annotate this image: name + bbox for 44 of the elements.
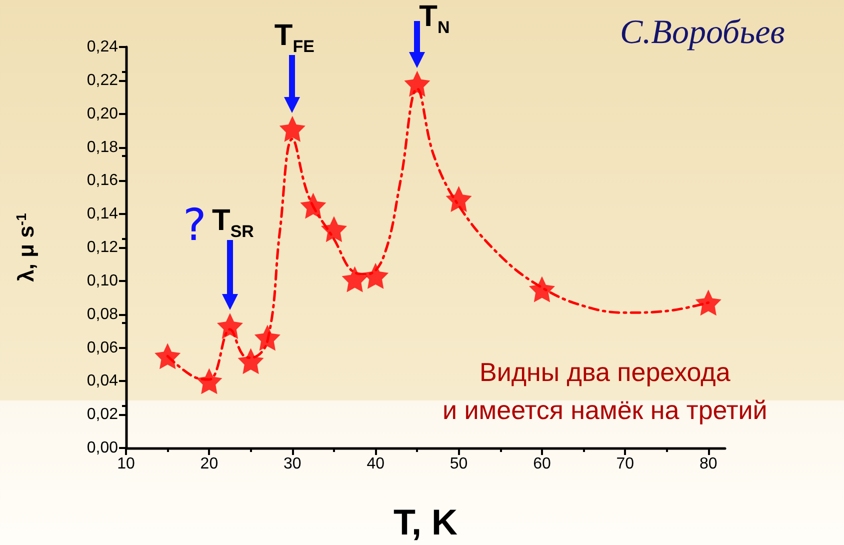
y-tick-label: 0,04 [86, 372, 118, 390]
y-tick-label: 0,08 [86, 306, 118, 323]
y-tick-label: 0,14 [86, 206, 118, 223]
x-tick-label: 20 [200, 456, 218, 472]
y-tick-label: 0,12 [86, 239, 118, 256]
annotation: Видны два перехода [480, 357, 730, 388]
point [695, 290, 722, 316]
point [216, 313, 243, 340]
annotation: и имеется намёк на третий [442, 395, 768, 426]
y-tick-label: 0,16 [86, 172, 118, 190]
y-tick-label: 0,18 [86, 138, 118, 156]
point [279, 116, 306, 142]
annotation: T$_{N}$ [419, 0, 450, 38]
y-tick-label: 0,06 [86, 339, 118, 356]
annotation: ? [183, 200, 206, 251]
point [300, 192, 326, 219]
point [154, 343, 181, 370]
annotation: T$_{SR}$ [212, 204, 254, 242]
point [528, 276, 555, 302]
point [362, 262, 389, 289]
point [446, 186, 472, 212]
point [254, 324, 280, 351]
x-axis-title: T, K [393, 502, 458, 542]
y-tick-label: 0,00 [86, 440, 118, 456]
annotation: С.Воробьев [620, 14, 785, 52]
y-tick-label: 0,20 [86, 105, 118, 122]
x-tick-label: 40 [366, 456, 385, 472]
y-tick-label: 0,24 [86, 38, 118, 56]
y-tick-label: 0,22 [86, 72, 118, 89]
y-tick-label: 0,02 [86, 406, 118, 424]
point [238, 348, 264, 374]
x-tick-label: 70 [616, 456, 634, 472]
x-tick-label: 80 [699, 456, 718, 472]
x-tick-label: 10 [117, 456, 135, 472]
point [196, 368, 222, 394]
point [404, 70, 430, 97]
y-axis-title: λ, μ s-1 [13, 212, 38, 282]
point [320, 216, 347, 242]
y-tick-label: 0,10 [86, 272, 118, 290]
x-tick-label: 30 [283, 456, 302, 472]
x-tick-label: 60 [533, 456, 551, 472]
point [342, 266, 368, 292]
x-tick-label: 50 [450, 456, 468, 472]
annotation: T$_{FE}$ [274, 18, 314, 57]
